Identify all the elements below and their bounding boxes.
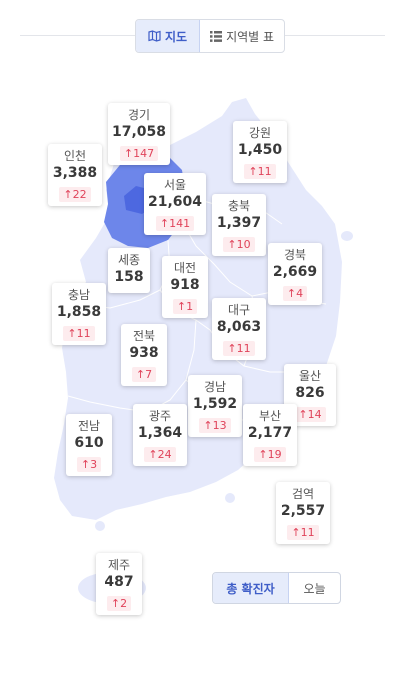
region-card-incheon[interactable]: 인천 3,388 ↑22	[48, 144, 102, 206]
up-arrow-icon: ↑	[80, 458, 91, 471]
region-total: 2,557	[280, 503, 326, 519]
region-name: 전남	[77, 419, 101, 433]
region-card-sejong[interactable]: 세종 158	[108, 248, 150, 293]
region-increase: ↑11	[244, 164, 276, 179]
region-name: 대전	[173, 261, 197, 275]
today-button[interactable]: 오늘	[303, 581, 326, 596]
region-card-jeonbuk[interactable]: 전북 938 ↑7	[121, 324, 167, 386]
ulleung-island	[341, 231, 353, 241]
stat-toggle: 총 확진자 오늘	[212, 572, 341, 604]
region-name: 전북	[132, 329, 156, 343]
up-arrow-icon: ↑	[248, 165, 258, 178]
region-card-gangwon[interactable]: 강원 1,450 ↑11	[233, 121, 287, 183]
region-total: 918	[170, 277, 200, 293]
region-card-seoul[interactable]: 서울 21,604 ↑141	[144, 173, 206, 235]
list-icon	[210, 30, 223, 42]
up-arrow-icon: ↑	[227, 238, 237, 251]
up-arrow-icon: ↑	[286, 287, 297, 300]
up-arrow-icon: ↑	[135, 368, 146, 381]
region-name: 광주	[148, 409, 172, 423]
region-name: 서울	[163, 178, 187, 192]
up-arrow-icon: ↑	[203, 419, 213, 432]
region-total: 158	[114, 269, 144, 285]
region-increase: ↑1	[172, 299, 198, 314]
view-toggle: 지도 지역별 표	[135, 19, 286, 53]
region-total: 1,450	[237, 142, 283, 158]
region-increase: ↑3	[76, 457, 102, 472]
region-card-chungnam[interactable]: 충남 1,858 ↑11	[52, 283, 106, 345]
region-total: 3,388	[52, 165, 98, 181]
region-increase: ↑10	[223, 237, 255, 252]
region-name: 충북	[227, 199, 251, 213]
up-arrow-icon: ↑	[67, 327, 77, 340]
total-confirmed-button[interactable]: 총 확진자	[213, 573, 289, 603]
region-increase: ↑13	[199, 418, 231, 433]
region-total: 17,058	[111, 124, 167, 140]
region-card-jeju[interactable]: 제주 487 ↑2	[96, 553, 142, 615]
region-increase: ↑19	[254, 447, 286, 462]
region-name: 강원	[248, 126, 272, 140]
region-total: 1,364	[137, 425, 183, 441]
region-card-gyeonggi[interactable]: 경기 17,058 ↑147	[108, 103, 170, 165]
table-view-button[interactable]: 지역별 표	[200, 20, 284, 52]
region-card-busan[interactable]: 부산 2,177 ↑19	[243, 404, 297, 466]
region-card-jeonnam[interactable]: 전남 610 ↑3	[66, 414, 112, 476]
region-increase: ↑141	[155, 216, 195, 231]
up-arrow-icon: ↑	[227, 342, 237, 355]
region-total: 2,669	[272, 264, 318, 280]
region-card-gyeongnam[interactable]: 경남 1,592 ↑13	[188, 375, 242, 437]
map-view-button[interactable]: 지도	[136, 20, 201, 52]
table-view-label: 지역별 표	[226, 29, 275, 44]
region-increase: ↑11	[223, 341, 255, 356]
up-arrow-icon: ↑	[159, 217, 170, 230]
region-total: 826	[295, 385, 325, 401]
region-name: 부산	[258, 409, 282, 423]
region-total: 8,063	[216, 319, 262, 335]
region-total: 610	[74, 435, 104, 451]
region-increase: ↑24	[144, 447, 176, 462]
region-increase: ↑11	[63, 326, 95, 341]
region-total: 21,604	[147, 194, 203, 210]
region-increase: ↑147	[119, 146, 159, 161]
region-name: 검역	[291, 487, 315, 501]
up-arrow-icon: ↑	[291, 526, 301, 539]
region-card-gwangju[interactable]: 광주 1,364 ↑24	[133, 404, 187, 466]
region-increase: ↑7	[131, 367, 157, 382]
region-total: 938	[129, 345, 159, 361]
region-name: 세종	[117, 253, 141, 267]
up-arrow-icon: ↑	[258, 448, 268, 461]
region-name: 충남	[67, 288, 91, 302]
region-increase: ↑11	[287, 525, 319, 540]
region-card-daegu[interactable]: 대구 8,063 ↑11	[212, 298, 266, 360]
region-card-gyeongbuk[interactable]: 경북 2,669 ↑4	[268, 243, 322, 305]
region-card-chungbuk[interactable]: 충북 1,397 ↑10	[212, 194, 266, 256]
region-increase: ↑2	[106, 596, 132, 611]
region-name: 대구	[227, 303, 251, 317]
region-total: 1,858	[56, 304, 102, 320]
region-increase: ↑4	[282, 286, 308, 301]
region-total: 1,397	[216, 215, 262, 231]
region-name: 울산	[298, 369, 322, 383]
up-arrow-icon: ↑	[298, 408, 308, 421]
region-total: 2,177	[247, 425, 293, 441]
region-card-quarantine[interactable]: 검역 2,557 ↑11	[276, 482, 330, 544]
map-icon	[148, 30, 161, 42]
region-name: 인천	[63, 149, 87, 163]
map-view-label: 지도	[165, 29, 188, 44]
up-arrow-icon: ↑	[123, 147, 134, 160]
region-card-daejeon[interactable]: 대전 918 ↑1	[162, 256, 208, 318]
up-arrow-icon: ↑	[176, 300, 187, 313]
up-arrow-icon: ↑	[63, 188, 73, 201]
up-arrow-icon: ↑	[148, 448, 158, 461]
up-arrow-icon: ↑	[110, 597, 121, 610]
region-name: 경북	[283, 248, 307, 262]
region-name: 경기	[127, 108, 151, 122]
region-total: 487	[104, 574, 134, 590]
region-name: 제주	[107, 558, 131, 572]
region-total: 1,592	[192, 396, 238, 412]
region-increase: ↑22	[59, 187, 91, 202]
region-increase: ↑14	[294, 407, 326, 422]
region-name: 경남	[203, 380, 227, 394]
